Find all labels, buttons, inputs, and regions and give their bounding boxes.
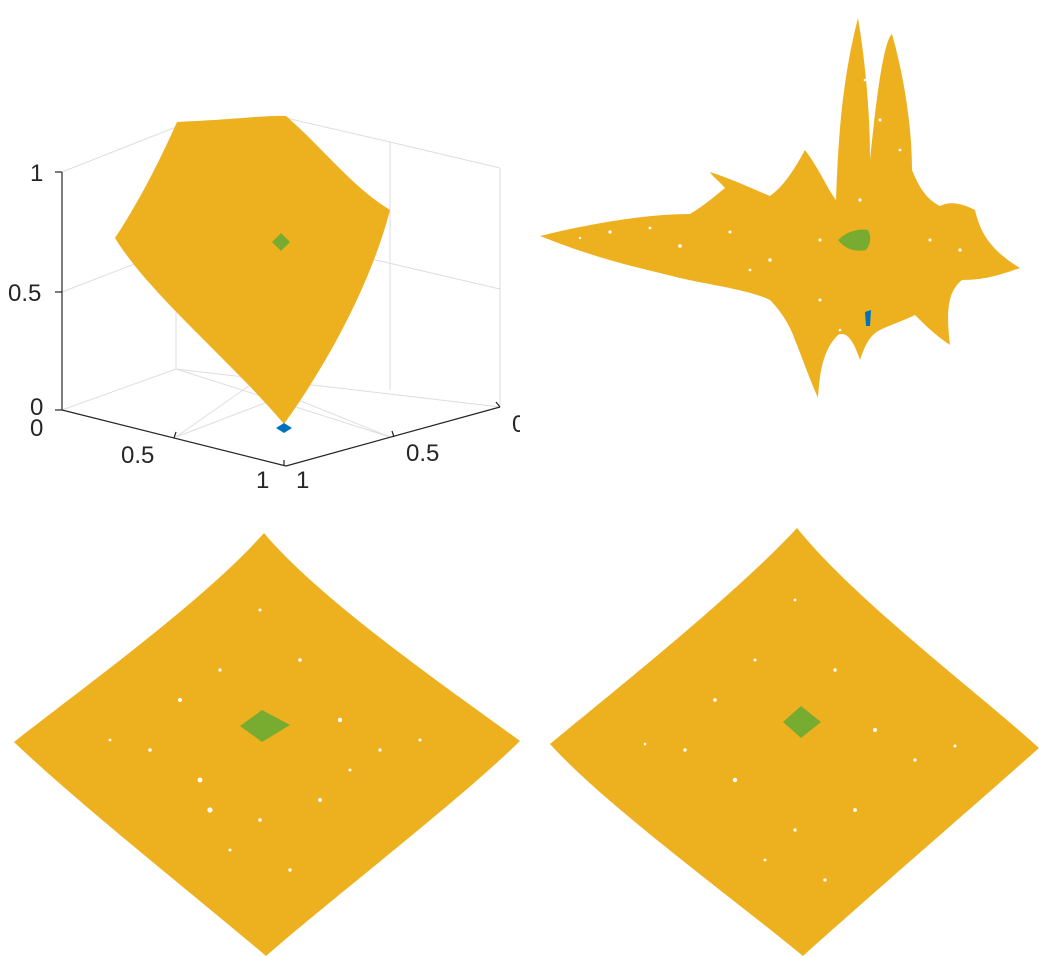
y-tick-0: 0 (512, 411, 520, 438)
z-tick-05: 0.5 (8, 280, 41, 307)
y-tick-05: 0.5 (406, 440, 439, 467)
points-body (550, 528, 1039, 956)
green-point-cluster (838, 229, 871, 251)
points-holes (108, 608, 422, 872)
x-tick-0: 0 (30, 415, 43, 442)
z-tick-0: 0 (30, 394, 43, 421)
points-body (14, 533, 520, 956)
z-tick-1: 1 (30, 160, 43, 187)
green-diamond-cluster (783, 706, 821, 738)
axis-lines (55, 171, 501, 467)
x-tick-1: 1 (256, 467, 269, 494)
point-cloud-speckle (578, 78, 962, 332)
y-tick-1: 1 (296, 467, 309, 494)
surface (115, 115, 390, 424)
blue-point-cluster (865, 310, 871, 326)
flattened-points-right (550, 528, 1039, 956)
points-holes (643, 598, 957, 882)
point-cloud-spiky (540, 18, 1020, 398)
green-point-cluster (240, 710, 290, 742)
green-diamond-marker (272, 233, 290, 251)
surface-3d-plot: 1 0.5 0 0 0.5 1 1 0.5 0 (8, 115, 520, 494)
point-cloud-body (540, 18, 1020, 398)
x-tick-05: 0.5 (121, 442, 154, 469)
blue-diamond-marker (276, 423, 292, 433)
flattened-points-left (14, 533, 520, 956)
